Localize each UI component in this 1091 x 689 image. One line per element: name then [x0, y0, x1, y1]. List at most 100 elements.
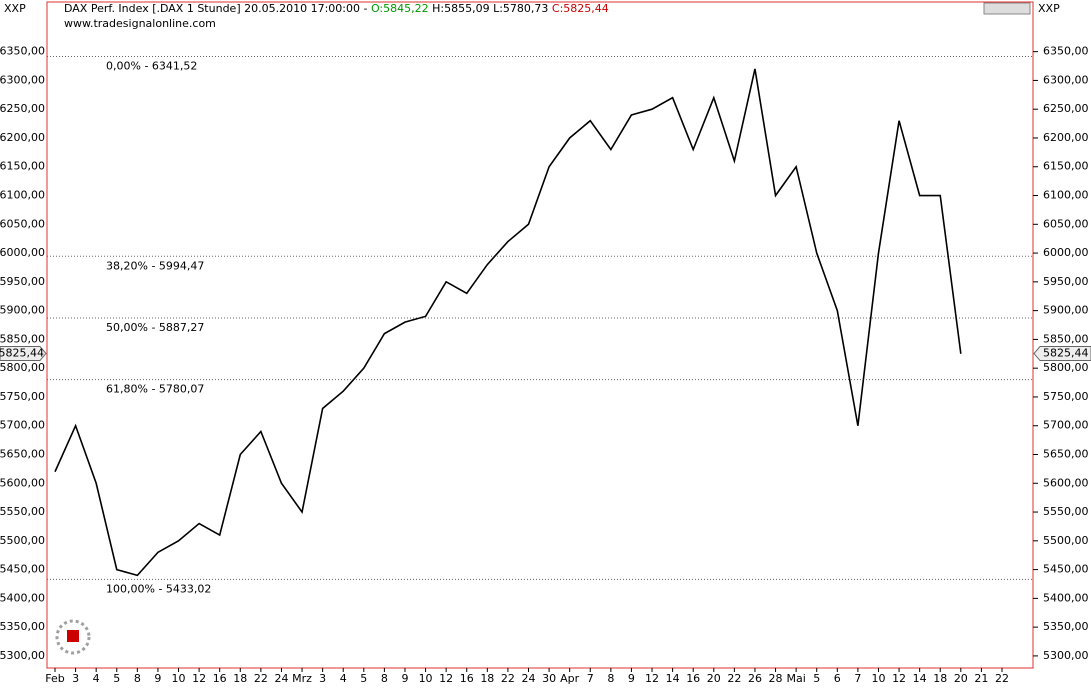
- source: www.tradesignalonline.com: [64, 17, 216, 30]
- low: L:5780,73: [493, 2, 548, 15]
- y-tick-label-left: 5650,00: [0, 447, 45, 460]
- y-tick-label-right: 5900,00: [1043, 304, 1089, 317]
- y-tick-label-left: 6150,00: [0, 160, 45, 173]
- y-tick-label-left: 5750,00: [0, 390, 45, 403]
- x-tick-label: 8: [381, 672, 388, 685]
- y-tick-label-left: 5500,00: [0, 534, 45, 547]
- y-tick-label-right: 6200,00: [1043, 131, 1089, 144]
- instrument: DAX Perf. Index [.DAX 1 Stunde] 20.05.20…: [64, 2, 609, 15]
- y-tick-label-right: 5950,00: [1043, 275, 1089, 288]
- y-tick-label-right: 6250,00: [1043, 102, 1089, 115]
- fib-label: 100,00% - 5433,02: [106, 582, 211, 595]
- x-tick-label: 10: [172, 672, 186, 685]
- y-tick-label-right: 6050,00: [1043, 217, 1089, 230]
- x-tick-label: 22: [254, 672, 268, 685]
- y-tick-label-right: 5650,00: [1043, 447, 1089, 460]
- x-tick-label: 5: [360, 672, 367, 685]
- y-tick-label-left: 6100,00: [0, 189, 45, 202]
- y-tick-label-left: 5950,00: [0, 275, 45, 288]
- x-tick-label: 9: [628, 672, 635, 685]
- y-tick-label-left: 5700,00: [0, 419, 45, 432]
- y-tick-label-right: 5500,00: [1043, 534, 1089, 547]
- y-tick-label-left: 5600,00: [0, 476, 45, 489]
- y-tick-label-right: 6350,00: [1043, 45, 1089, 58]
- x-tick-label: 8: [134, 672, 141, 685]
- x-tick-label: 7: [587, 672, 594, 685]
- x-tick-label: 24: [522, 672, 536, 685]
- fib-label: 61,80% - 5780,07: [106, 383, 204, 396]
- x-tick-label: 12: [192, 672, 206, 685]
- x-tick-label: 20: [954, 672, 968, 685]
- y-tick-label-right: 5850,00: [1043, 332, 1089, 345]
- y-tick-label-right: 5750,00: [1043, 390, 1089, 403]
- y-tick-label-right: 6100,00: [1043, 189, 1089, 202]
- y-tick-label-right: 5600,00: [1043, 476, 1089, 489]
- y-tick-label-left: 5300,00: [0, 649, 45, 662]
- y-tick-label-left: 5400,00: [0, 591, 45, 604]
- x-tick-label: 30: [542, 672, 556, 685]
- y-tick-label-right: 6300,00: [1043, 73, 1089, 86]
- open: O:5845,22: [371, 2, 429, 15]
- x-tick-label: 5: [113, 672, 120, 685]
- last-price-tag-right: [1033, 346, 1091, 362]
- y-tick-label-left: 5450,00: [0, 563, 45, 576]
- plot-border: [46, 1, 1034, 669]
- x-tick-label: 7: [854, 672, 861, 685]
- x-tick-label: 21: [974, 672, 988, 685]
- x-tick-label: Mrz: [292, 672, 312, 685]
- menu-left[interactable]: XXP: [4, 2, 26, 15]
- y-tick-label-left: 5850,00: [0, 332, 45, 345]
- y-tick-label-left: 5550,00: [0, 505, 45, 518]
- x-tick-label: 22: [501, 672, 515, 685]
- y-tick-label-left: 6200,00: [0, 131, 45, 144]
- x-tick-label: 3: [72, 672, 79, 685]
- last-price-tag-left: [0, 346, 47, 362]
- fib-label: 38,20% - 5994,47: [106, 259, 204, 272]
- y-tick-label-left: 5900,00: [0, 304, 45, 317]
- y-tick-label-right: 5450,00: [1043, 563, 1089, 576]
- x-tick-label: 18: [480, 672, 494, 685]
- x-tick-label: Feb: [45, 672, 64, 685]
- y-tick-label-right: 5700,00: [1043, 419, 1089, 432]
- close: C:5825,44: [552, 2, 609, 15]
- y-tick-label-left: 6250,00: [0, 102, 45, 115]
- y-tick-label-left: 6350,00: [0, 45, 45, 58]
- y-tick-label-right: 6150,00: [1043, 160, 1089, 173]
- last-price-left: 5825,44: [0, 347, 44, 360]
- x-tick-label: 12: [439, 672, 453, 685]
- x-tick-label: 22: [995, 672, 1009, 685]
- x-tick-label: 22: [727, 672, 741, 685]
- y-tick-label-left: 5800,00: [0, 361, 45, 374]
- x-tick-label: 3: [319, 672, 326, 685]
- x-tick-label: 12: [645, 672, 659, 685]
- y-tick-label-left: 5350,00: [0, 620, 45, 633]
- fib-label: 50,00% - 5887,27: [106, 321, 204, 334]
- y-tick-label-right: 5800,00: [1043, 361, 1089, 374]
- x-tick-label: 16: [686, 672, 700, 685]
- x-tick-label: 18: [933, 672, 947, 685]
- x-tick-label: 24: [274, 672, 288, 685]
- x-tick-label: 6: [834, 672, 841, 685]
- y-tick-label-right: 5350,00: [1043, 620, 1089, 633]
- high: H:5855,09: [432, 2, 489, 15]
- x-tick-label: 16: [213, 672, 227, 685]
- x-tick-label: 10: [419, 672, 433, 685]
- x-tick-label: 8: [607, 672, 614, 685]
- fib-label: 0,00% - 6341,52: [106, 60, 197, 73]
- x-tick-label: 28: [769, 672, 783, 685]
- menu-right[interactable]: XXP: [1038, 2, 1060, 15]
- window-buttons[interactable]: [983, 2, 1031, 15]
- x-tick-label: 16: [460, 672, 474, 685]
- x-tick-label: 20: [707, 672, 721, 685]
- logo-mark: [67, 630, 79, 642]
- x-tick-label: Mai: [786, 672, 805, 685]
- x-tick-label: 14: [913, 672, 927, 685]
- x-tick-label: 5: [813, 672, 820, 685]
- logo: [55, 619, 91, 655]
- y-tick-label-left: 6300,00: [0, 73, 45, 86]
- y-tick-label-right: 6000,00: [1043, 246, 1089, 259]
- instrument-text: DAX Perf. Index [.DAX 1 Stunde] 20.05.20…: [64, 2, 367, 15]
- x-tick-label: Apr: [560, 672, 580, 685]
